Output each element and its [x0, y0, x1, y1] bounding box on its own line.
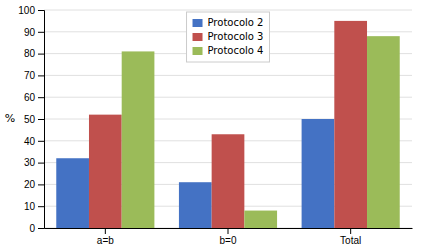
y-tick-mark — [38, 119, 44, 120]
plot: 0 10 20 30 40 50 60 70 80 90 100 a=b b=0 Total Protoco… — [18, 5, 412, 246]
y-tick-mark — [38, 97, 44, 98]
y-tick: 50 — [24, 114, 44, 125]
y-tick-mark — [38, 228, 44, 229]
y-tick: 90 — [24, 27, 44, 38]
y-tick: 70 — [24, 70, 44, 81]
y-tick: 10 — [24, 201, 44, 212]
y-tick-label: 20 — [24, 179, 36, 190]
y-tick-label: 80 — [24, 48, 36, 59]
y-tick-label: 30 — [24, 157, 36, 168]
y-tick-label: 70 — [24, 70, 36, 81]
y-tick-mark — [38, 54, 44, 55]
y-tick-label: 50 — [24, 114, 36, 125]
bars — [56, 21, 399, 228]
legend-item: Protocolo 2 — [193, 17, 264, 28]
x-tick-mark — [105, 228, 106, 234]
x-axis: a=b b=0 Total — [45, 228, 413, 246]
y-tick-label: 40 — [24, 136, 36, 147]
legend-swatch — [193, 33, 203, 41]
y-tick-mark — [38, 163, 44, 164]
y-tick-mark — [38, 206, 44, 207]
bar-series — [89, 21, 367, 228]
y-tick-label: 90 — [24, 27, 36, 38]
grid — [44, 10, 412, 228]
y-tick: 30 — [24, 157, 44, 168]
y-tick: 40 — [24, 136, 44, 147]
bar — [244, 211, 277, 228]
y-axis-title: % — [5, 112, 15, 125]
y-tick-label: 10 — [24, 201, 36, 212]
chart: 0 10 20 30 40 50 60 70 80 90 100 a=b b=0 Total Protoco… — [0, 0, 424, 252]
x-tick: b=0 — [220, 228, 237, 246]
y-tick-mark — [38, 141, 44, 142]
x-tick-label: Total — [340, 235, 361, 246]
y-tick-mark — [38, 10, 44, 11]
legend-label: Protocolo 4 — [208, 45, 264, 56]
x-tick-mark — [228, 228, 229, 234]
legend-item: Protocolo 4 — [193, 45, 264, 56]
bar — [56, 158, 89, 228]
y-tick: 80 — [24, 48, 44, 59]
legend: Protocolo 2 Protocolo 3 Protocolo 4 — [187, 12, 270, 62]
legend-swatch — [193, 19, 203, 27]
y-tick: 20 — [24, 179, 44, 190]
legend-item: Protocolo 3 — [193, 31, 264, 42]
grid-line — [44, 10, 412, 11]
y-tick: 100 — [18, 5, 44, 16]
bar — [89, 115, 122, 228]
legend-label: Protocolo 2 — [208, 17, 264, 28]
y-tick: 60 — [24, 92, 44, 103]
legend-swatch — [193, 47, 203, 55]
bar — [212, 134, 245, 228]
legend-box — [187, 12, 270, 62]
x-tick: a=b — [97, 228, 114, 246]
legend-label: Protocolo 3 — [208, 31, 264, 42]
bar — [367, 36, 400, 228]
x-tick: Total — [340, 228, 361, 246]
y-tick-label: 60 — [24, 92, 36, 103]
y-axis-line — [38, 11, 45, 229]
x-tick-label: b=0 — [220, 235, 237, 246]
x-tick-label: a=b — [97, 235, 114, 246]
bar — [122, 51, 155, 228]
y-tick-mark — [38, 184, 44, 185]
y-axis: 0 10 20 30 40 50 60 70 80 90 100 — [18, 5, 44, 234]
y-tick-label: 100 — [18, 5, 35, 16]
y-tick-label: 0 — [29, 223, 35, 234]
bar — [302, 119, 335, 228]
bar-series — [122, 36, 400, 228]
y-tick-mark — [38, 32, 44, 33]
bar — [334, 21, 367, 228]
y-tick-mark — [38, 75, 44, 76]
x-tick-mark — [350, 228, 351, 234]
bar — [179, 182, 212, 228]
y-tick: 0 — [29, 223, 44, 234]
